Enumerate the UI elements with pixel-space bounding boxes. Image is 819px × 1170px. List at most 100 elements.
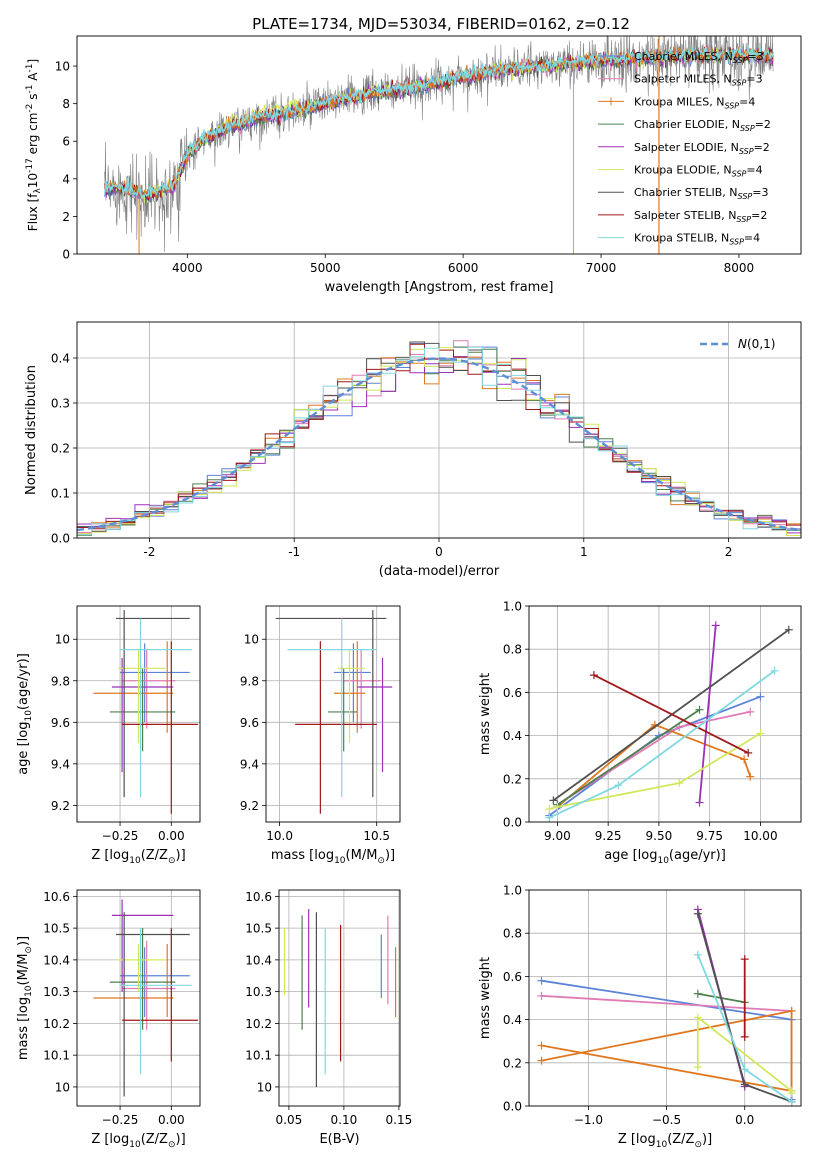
age-vs-mass-ytick-label: 9.8 xyxy=(240,674,259,688)
weight-marker xyxy=(787,1097,796,1106)
residuals-ytick-label: 0.3 xyxy=(51,397,70,411)
weight-vs-Z-axes: −1.0 −0.5 0.0 0.0 0.2 0.4 0.6 0.8 1.0 Z [log10(Z/… xyxy=(478,884,802,1150)
errorbar-point xyxy=(115,912,190,1097)
weight-line xyxy=(548,695,761,817)
errorbar-point xyxy=(337,649,366,744)
weight-marker xyxy=(614,781,623,790)
weight-vs-age-xtick-label: 10.00 xyxy=(743,829,777,843)
age-vs-Z-axes: −0.25 0.00 9.2 9.4 9.6 9.8 10 Z [log10(Z/Z⊙)] ag… xyxy=(16,605,201,866)
weight-line xyxy=(541,1009,793,1092)
errorbar-point xyxy=(120,928,192,1075)
panel-weight-vs-age: 9.00 9.25 9.50 9.75 10.00 0.0 0.2 0.4 0.6 0.8 1.0 a… xyxy=(478,600,802,866)
errorbar-point xyxy=(287,618,377,798)
weight-marker xyxy=(675,779,684,788)
spectrum-ytick-label: 0 xyxy=(62,248,70,262)
mass-vs-Z-axes: −0.25 0.00 10 10.1 10.2 10.3 10.4 10.5 10.6 Z [lo… xyxy=(16,889,201,1150)
legend-entry: Salpeter STELIB, NSSP=2 xyxy=(634,209,767,224)
weight-vs-Z-plot-area xyxy=(537,905,796,1106)
age-vs-mass-ytick-label: 10 xyxy=(244,633,259,647)
legend-entry: Chabrier ELODIE, NSSP=2 xyxy=(634,118,771,133)
weight-vs-age-xtick-label: 9.00 xyxy=(544,829,571,843)
age-vs-mass-grid xyxy=(266,606,400,822)
weight-line xyxy=(549,732,761,810)
mass-vs-Z-ylabel: mass [log10(M/M⊙)] xyxy=(16,936,34,1060)
spectrum-model-line xyxy=(104,45,774,201)
weight-marker xyxy=(746,772,755,781)
legend-entry: Salpeter MILES, NSSP=3 xyxy=(634,73,763,88)
weight-vs-age-xtick-label: 9.50 xyxy=(646,829,673,843)
spectrum-ytick-label: 10 xyxy=(55,60,70,74)
residuals-ytick-label: 0.2 xyxy=(51,442,70,456)
weight-marker xyxy=(740,955,749,964)
residuals-legend: N(0,1) xyxy=(700,337,775,351)
spectrum-legend: Chabrier MILES, NSSP=3 Salpeter MILES, NS… xyxy=(598,50,771,247)
weight-marker xyxy=(740,1080,749,1089)
weight-marker xyxy=(589,671,598,680)
residuals-xtick-label: 0 xyxy=(435,545,443,559)
mass-vs-ebv-grid xyxy=(279,890,400,1106)
errorbar-point xyxy=(328,668,358,752)
weight-marker xyxy=(740,755,749,764)
weight-vs-Z-ytick-label: 1.0 xyxy=(503,884,522,898)
weight-vs-age-ytick-label: 0.6 xyxy=(503,686,522,700)
spectrum-ytick-label: 6 xyxy=(62,135,70,149)
weight-line xyxy=(593,674,749,754)
mass-vs-Z-ytick-label: 10 xyxy=(55,1080,70,1094)
weight-marker xyxy=(545,805,554,814)
weight-marker xyxy=(545,813,554,822)
errorbar-point xyxy=(275,610,387,798)
weight-marker xyxy=(711,621,720,630)
weight-marker xyxy=(537,991,546,1000)
errorbar-point xyxy=(122,928,198,1062)
age-vs-mass-ytick-label: 9.2 xyxy=(240,799,259,813)
weight-vs-age-plot-area xyxy=(545,621,793,822)
weight-marker xyxy=(693,909,702,918)
weight-line xyxy=(556,723,752,808)
weight-vs-age-ytick-label: 0.0 xyxy=(503,816,522,830)
legend-entry: Salpeter ELODIE, NSSP=2 xyxy=(634,141,770,156)
weight-line xyxy=(698,625,717,803)
weight-vs-age-xtick-label: 9.25 xyxy=(595,829,622,843)
panel-residuals: -2 -1 0 1 2 0.0 0.1 0.2 0.3 0.4 (data-model)/error… xyxy=(24,321,802,579)
mass-vs-ebv-ytick-label: 10.4 xyxy=(245,953,272,967)
weight-vs-Z-ytick-label: 0.4 xyxy=(503,1013,522,1027)
weight-marker xyxy=(693,950,702,959)
age-vs-mass-plot-area xyxy=(275,610,393,814)
mass-vs-Z-ytick-label: 10.4 xyxy=(43,953,70,967)
figure-title: PLATE=1734, MJD=53034, FIBERID=0162, z=0… xyxy=(252,15,630,33)
errorbar-point xyxy=(93,944,174,1018)
mass-vs-ebv-plot-area xyxy=(283,909,397,1087)
weight-marker xyxy=(740,1032,749,1041)
errorbar-point xyxy=(111,899,174,992)
legend-entry: Chabrier STELIB, NSSP=3 xyxy=(634,186,768,201)
age-vs-Z-xtick-label: 0.00 xyxy=(158,829,185,843)
weight-vs-age-xtick-label: 9.75 xyxy=(696,829,723,843)
spectrum-xtick-label: 6000 xyxy=(448,261,479,275)
errorbar-point xyxy=(118,944,166,992)
residuals-xtick-label: 1 xyxy=(580,545,588,559)
weight-vs-age-xlabel: age [log10(age/yr)] xyxy=(604,848,726,866)
weight-marker xyxy=(746,707,755,716)
age-vs-mass-frame xyxy=(265,605,401,823)
mass-vs-Z-ytick-label: 10.6 xyxy=(43,890,70,904)
weight-vs-Z-ytick-label: 0.0 xyxy=(503,1100,522,1114)
mass-vs-Z-frame xyxy=(76,889,201,1107)
residuals-axes: -2 -1 0 1 2 0.0 0.1 0.2 0.3 0.4 (data-model)/error… xyxy=(24,321,802,579)
residuals-ylabel: Normed distribution xyxy=(24,365,39,495)
panel-weight-vs-Z: −1.0 −0.5 0.0 0.0 0.2 0.4 0.6 0.8 1.0 Z [log10(Z/… xyxy=(478,884,802,1150)
weight-vs-age-ytick-label: 0.2 xyxy=(503,772,522,786)
weight-vs-age-ytick-label: 0.4 xyxy=(503,729,522,743)
legend-entry: Kroupa MILES, NSSP=4 xyxy=(634,95,755,110)
weight-marker xyxy=(744,748,753,757)
residuals-plot-area xyxy=(77,340,801,537)
spectrum-ytick-label: 4 xyxy=(62,172,70,186)
residuals-xlabel: (data-model)/error xyxy=(379,564,500,579)
weight-marker xyxy=(740,1065,749,1074)
age-vs-Z-frame xyxy=(76,605,201,823)
errorbar-point xyxy=(357,657,393,773)
age-vs-mass-xtick-label: 10.5 xyxy=(363,829,390,843)
weight-marker xyxy=(784,625,793,634)
residuals-xtick-label: 2 xyxy=(725,545,733,559)
errorbar-point xyxy=(295,641,377,814)
